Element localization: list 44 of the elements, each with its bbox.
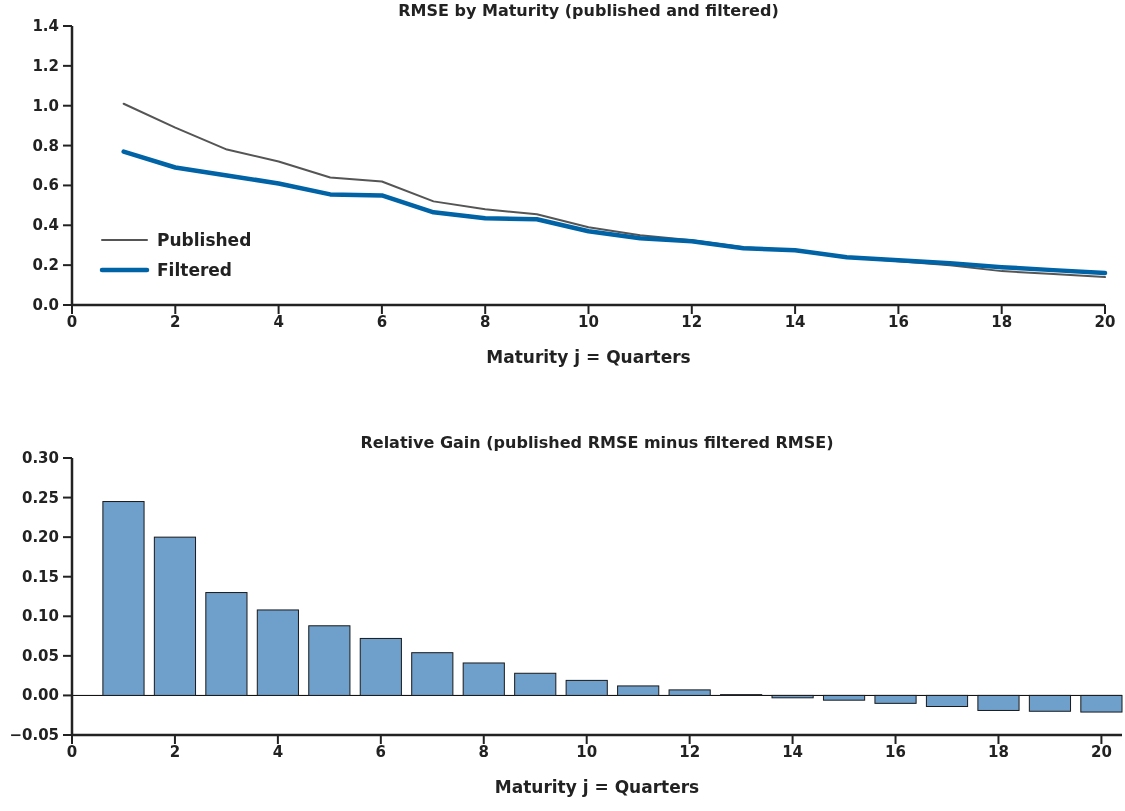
x-tick-label: 8 — [479, 313, 491, 331]
x-tick-label: 10 — [576, 743, 598, 761]
y-tick-label: 1.2 — [32, 56, 59, 75]
y-tick-label: 0.25 — [21, 488, 59, 507]
x-tick-label: 20 — [1094, 313, 1116, 331]
x-tick-label: 0 — [66, 313, 78, 331]
x-tick-label: 4 — [273, 313, 284, 331]
x-tick-label: 4 — [272, 743, 284, 761]
y-tick-label: 0.0 — [32, 296, 59, 314]
x-tick-label: 2 — [169, 743, 181, 761]
x-tick-label: 10 — [578, 313, 599, 331]
x-tick-label: 14 — [784, 313, 806, 331]
x-tick-label: 6 — [376, 313, 388, 331]
x-tick-label: 16 — [885, 743, 906, 761]
y-tick-label: 0.8 — [32, 136, 59, 155]
legend-label: Published — [157, 230, 252, 250]
y-tick-label: 0.2 — [32, 256, 59, 275]
x-tick-label: 18 — [991, 313, 1013, 331]
y-tick-label: 0.15 — [21, 567, 59, 586]
x-axis-title: Maturity j = Quarters — [486, 347, 691, 367]
y-tick-label: 1.0 — [32, 96, 59, 115]
x-tick-label: 12 — [679, 743, 701, 761]
legend-label: Filtered — [157, 260, 233, 280]
y-tick-label: 0.00 — [21, 686, 59, 705]
x-tick-label: 0 — [66, 743, 78, 761]
y-tick-label: −0.05 — [9, 726, 59, 744]
x-tick-label: 18 — [988, 743, 1009, 761]
y-tick-label: 0.4 — [32, 216, 59, 235]
y-tick-label: 0.6 — [32, 176, 59, 195]
x-tick-label: 12 — [681, 313, 703, 331]
chart-title: Relative Gain (published RMSE minus filtered RMSE) — [360, 433, 834, 452]
x-tick-label: 2 — [170, 313, 181, 331]
x-tick-label: 6 — [375, 743, 387, 761]
x-tick-label: 14 — [782, 743, 804, 761]
x-tick-label: 20 — [1090, 743, 1112, 761]
y-tick-label: 0.20 — [21, 528, 59, 547]
y-tick-label: 0.30 — [21, 449, 59, 467]
chart-title: RMSE by Maturity (published and filtered) — [398, 1, 779, 20]
y-tick-label: 0.10 — [21, 607, 59, 626]
x-tick-label: 8 — [478, 743, 489, 761]
y-tick-label: 0.05 — [21, 646, 59, 665]
x-axis-title: Maturity j = Quarters — [494, 777, 700, 797]
x-tick-label: 16 — [887, 313, 909, 331]
y-tick-label: 1.4 — [32, 17, 59, 35]
